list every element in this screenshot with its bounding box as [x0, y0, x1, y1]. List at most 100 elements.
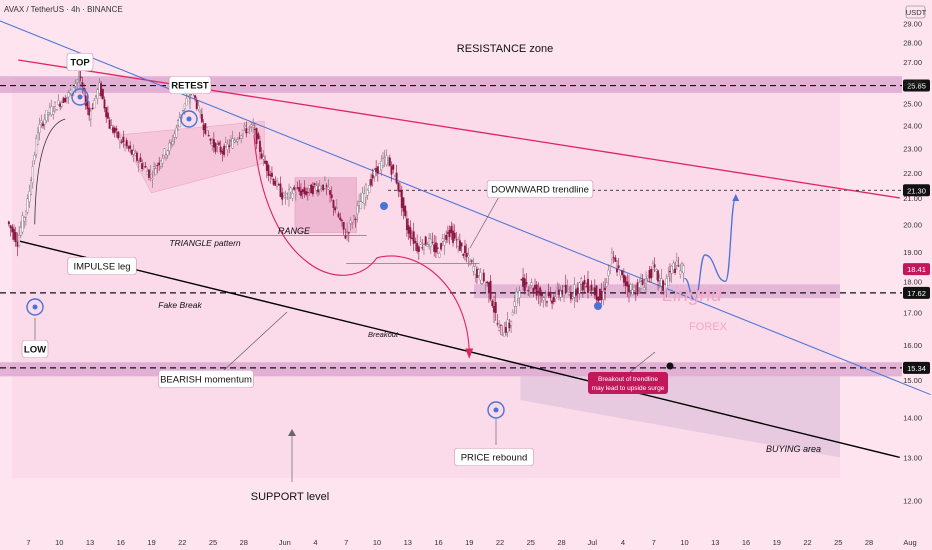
x-tick-label: 16 — [117, 538, 125, 547]
candle-body — [147, 169, 150, 178]
candle-body — [89, 110, 92, 120]
candle-body — [446, 232, 449, 234]
low-label-box — [21, 339, 49, 359]
fake-break-label: Fake Break — [158, 300, 202, 310]
candle-body — [628, 284, 630, 293]
candle-body — [142, 166, 145, 169]
candle-body — [223, 146, 226, 155]
candle-body — [580, 278, 583, 285]
candle-body — [207, 135, 210, 137]
candle-body — [168, 142, 171, 151]
low-label: LOW — [24, 344, 46, 355]
candle-body — [118, 136, 121, 142]
candle-body — [108, 119, 111, 129]
candle-body — [270, 172, 273, 177]
candle-body — [62, 97, 65, 103]
buying-area-shape — [520, 376, 840, 458]
x-tick-label: 7 — [652, 538, 656, 547]
candle-body — [399, 190, 402, 193]
candle-body — [173, 133, 176, 138]
candle-body — [542, 297, 545, 301]
candle-body — [528, 287, 531, 289]
candle-body — [136, 152, 138, 161]
candle-body — [522, 277, 525, 287]
candle-body — [209, 138, 212, 141]
candle-body — [315, 185, 318, 191]
candle-body — [614, 257, 617, 262]
top-marker-dot — [77, 94, 83, 100]
candle-body — [464, 245, 466, 254]
candle-body — [329, 190, 331, 195]
y-tick-label: 21.00 — [903, 194, 922, 203]
candle-body — [624, 276, 627, 286]
candle-body — [7, 221, 10, 225]
candle-body — [571, 296, 574, 299]
candle-body — [513, 301, 516, 307]
candle-body — [199, 111, 202, 113]
candle-body — [282, 192, 285, 196]
x-tick-label: 22 — [178, 538, 186, 547]
candle-body — [52, 111, 55, 115]
candle-body — [658, 278, 661, 281]
candle-body — [421, 247, 424, 249]
candle-body — [26, 198, 29, 213]
y-tick-label: 24.00 — [903, 122, 922, 131]
x-tick-label: 7 — [26, 538, 30, 547]
candle-body — [236, 139, 239, 142]
candle-body — [30, 180, 33, 195]
candle-body — [373, 169, 376, 177]
candle-body — [327, 187, 330, 190]
candle-body — [274, 181, 277, 186]
candle-body — [288, 189, 290, 199]
candle-body — [54, 102, 56, 107]
candle-body — [561, 289, 564, 295]
candle-body — [159, 160, 162, 167]
candle-body — [407, 225, 410, 234]
candle-body — [197, 105, 200, 110]
candle-body — [547, 291, 550, 296]
candle-body — [231, 138, 234, 149]
candle-body — [334, 207, 337, 211]
candle-body — [112, 127, 115, 133]
bearish-momentum-label: BEARISH momentum — [160, 374, 252, 385]
candle-body — [206, 127, 208, 131]
candle-body — [535, 284, 538, 296]
candle-body — [549, 291, 552, 298]
candle-body — [300, 190, 302, 196]
candle-body — [636, 282, 639, 295]
candle-body — [581, 282, 584, 291]
candle-body — [402, 197, 405, 212]
candle-body — [639, 281, 642, 289]
candle-body — [648, 270, 651, 279]
candle-body — [14, 232, 17, 243]
level-badge — [903, 361, 930, 374]
breakout-note-line2: may lead to upside surge — [592, 385, 665, 392]
candle-body — [617, 265, 620, 268]
x-tick-label: 28 — [557, 538, 565, 547]
breakout-label: Breakout — [368, 330, 399, 339]
price-rebound-label-box — [454, 447, 534, 467]
retest-label: RETEST — [171, 80, 209, 91]
candle-body — [59, 103, 62, 107]
candle-body — [182, 109, 185, 112]
rebound-marker-dot — [493, 407, 499, 413]
candle-body — [438, 253, 441, 258]
candle-body — [127, 146, 130, 149]
candle-body — [412, 231, 415, 244]
candle-body — [40, 120, 43, 124]
candle-body — [496, 323, 499, 325]
x-tick-label: 10 — [373, 538, 381, 547]
candle-body — [55, 109, 58, 111]
candle-body — [416, 242, 419, 252]
candle-body — [385, 155, 388, 165]
x-tick-label: 22 — [496, 538, 504, 547]
candle-body — [24, 210, 27, 218]
candle-body — [33, 155, 36, 161]
retest-marker-dot — [186, 116, 192, 122]
x-tick-label: 10 — [680, 538, 688, 547]
candle-body — [672, 262, 675, 271]
candle-body — [240, 135, 243, 139]
candle-body — [96, 89, 99, 99]
y-tick-label: 20.00 — [903, 220, 922, 229]
bearish-pointer — [221, 311, 288, 373]
